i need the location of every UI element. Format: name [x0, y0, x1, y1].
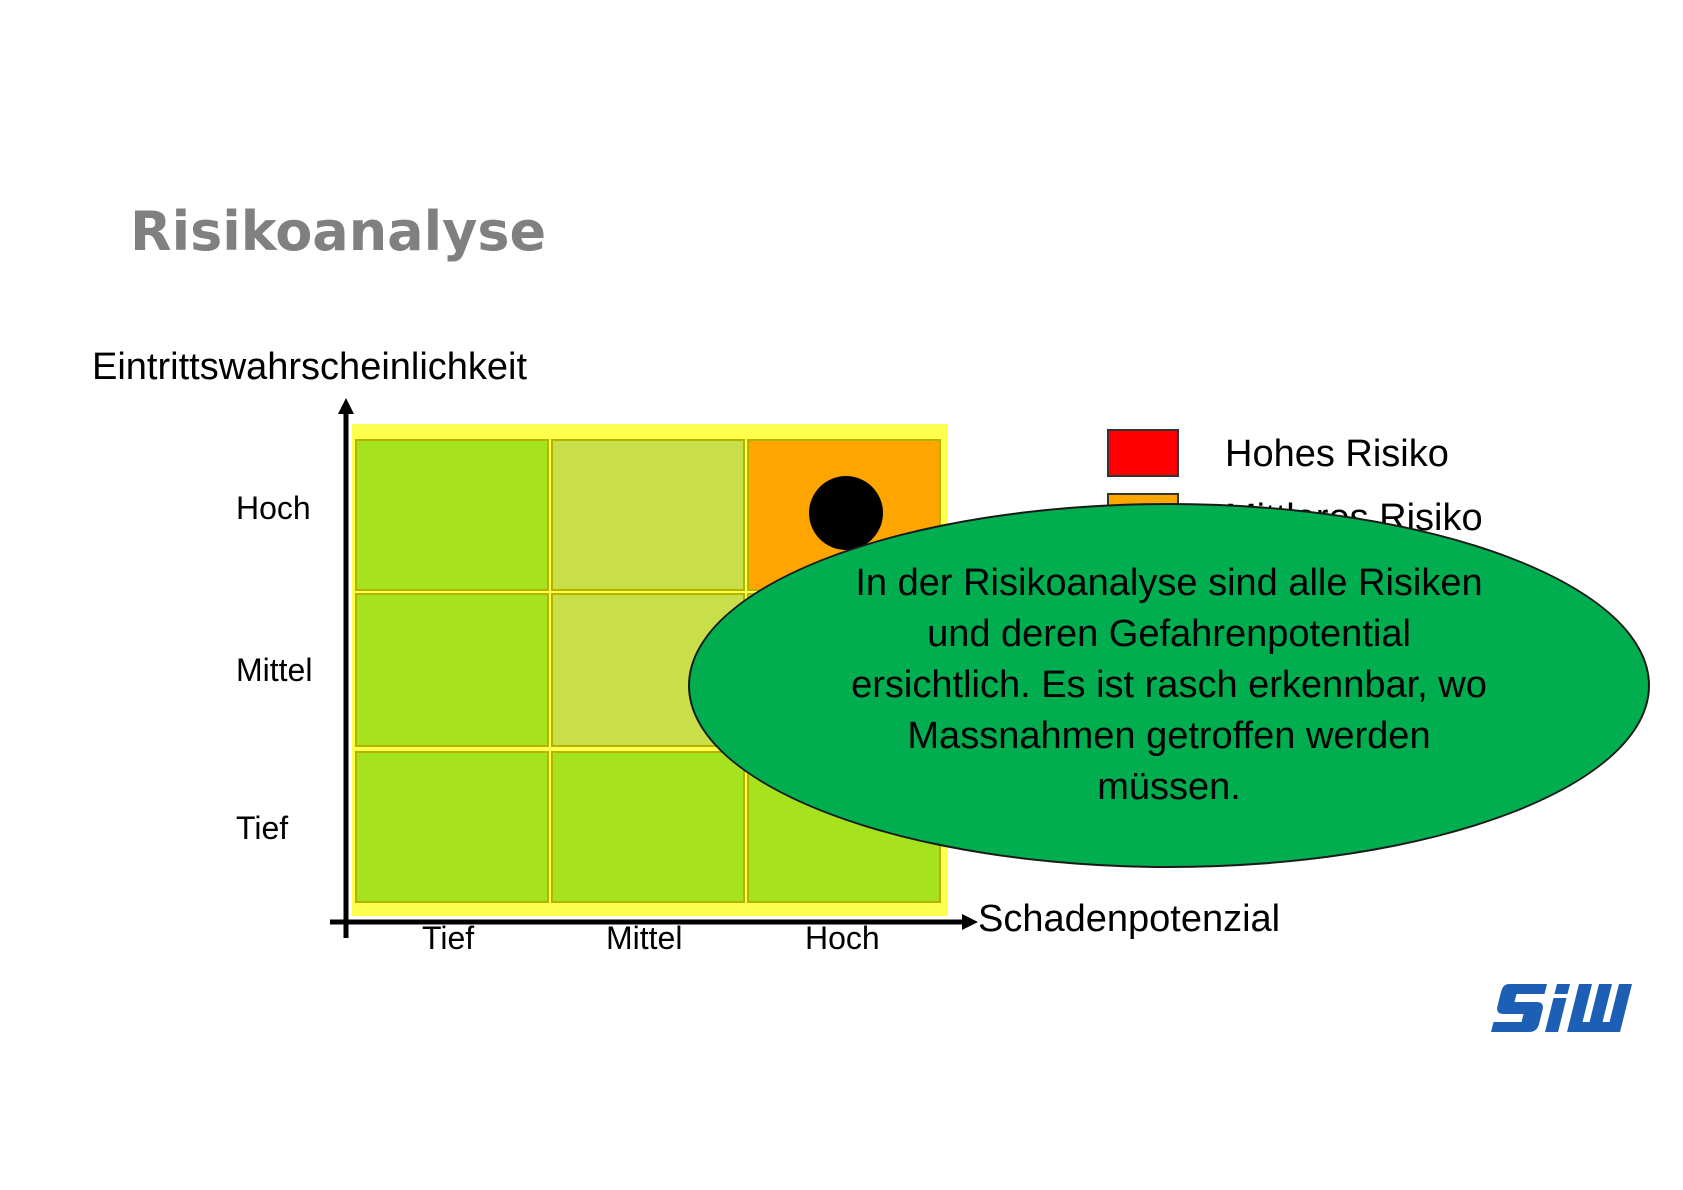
info-callout: In der Risikoanalyse sind alle Risiken u…	[688, 503, 1650, 868]
col-label-tief: Tief	[422, 920, 475, 956]
cell-hoch-mittel	[551, 439, 745, 591]
row-label-mittel: Mittel	[236, 652, 313, 688]
legend-swatch-high	[1107, 429, 1179, 477]
legend-label-high: Hohes Risiko	[1225, 433, 1449, 475]
col-label-hoch: Hoch	[805, 920, 880, 956]
cell-tief-tief	[355, 751, 549, 903]
x-axis-arrow	[962, 914, 978, 930]
row-label-tief: Tief	[236, 810, 289, 846]
siw-logo	[1491, 984, 1633, 1032]
page-title: Risikoanalyse	[130, 200, 547, 263]
row-label-hoch: Hoch	[236, 490, 311, 526]
risk-marker	[809, 476, 883, 550]
y-axis-label: Eintrittswahrscheinlichkeit	[92, 346, 528, 388]
cell-hoch-tief	[355, 439, 549, 591]
col-label-mittel: Mittel	[606, 920, 683, 956]
cell-mittel-tief	[355, 593, 549, 747]
x-axis-label: Schadenpotenzial	[978, 898, 1281, 940]
callout-text: In der Risikoanalyse sind alle Risiken u…	[851, 562, 1487, 808]
cell-tief-mittel	[551, 751, 745, 903]
y-axis-arrow	[338, 398, 354, 414]
